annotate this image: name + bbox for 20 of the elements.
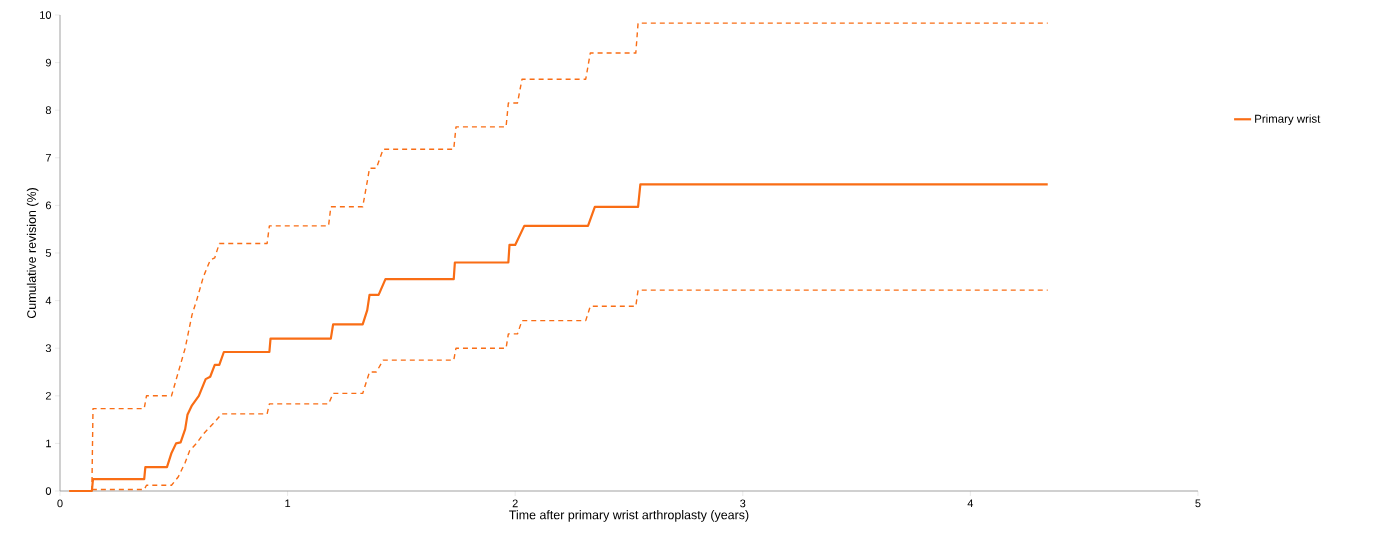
y-tick-label: 2 (45, 391, 51, 400)
x-tick-label: 0 (57, 499, 63, 508)
y-tick-label: 1 (46, 439, 51, 448)
x-tick-label: 2 (512, 499, 518, 508)
y-tick-label: 3 (45, 344, 51, 353)
x-tick-label: 4 (967, 499, 974, 508)
x-tick-label: 5 (1195, 499, 1201, 508)
y-tick-label: 6 (45, 201, 51, 210)
x-axis-title: Time after primary wrist arthroplasty (years) (509, 510, 749, 522)
y-tick-label: 7 (45, 154, 51, 162)
y-tick-label: 0 (45, 487, 52, 495)
legend-label: Primary wrist (1255, 114, 1321, 126)
y-tick-label: 5 (45, 249, 52, 257)
y-tick-label: 8 (45, 106, 51, 115)
x-tick-label: 1 (285, 499, 291, 508)
y-axis-title: Cumulative revision (%) (26, 188, 39, 319)
y-tick-label: 10 (40, 11, 52, 19)
x-tick-label: 3 (740, 499, 746, 508)
y-tick-label: 4 (45, 296, 52, 305)
y-tick-label: 9 (45, 58, 51, 67)
